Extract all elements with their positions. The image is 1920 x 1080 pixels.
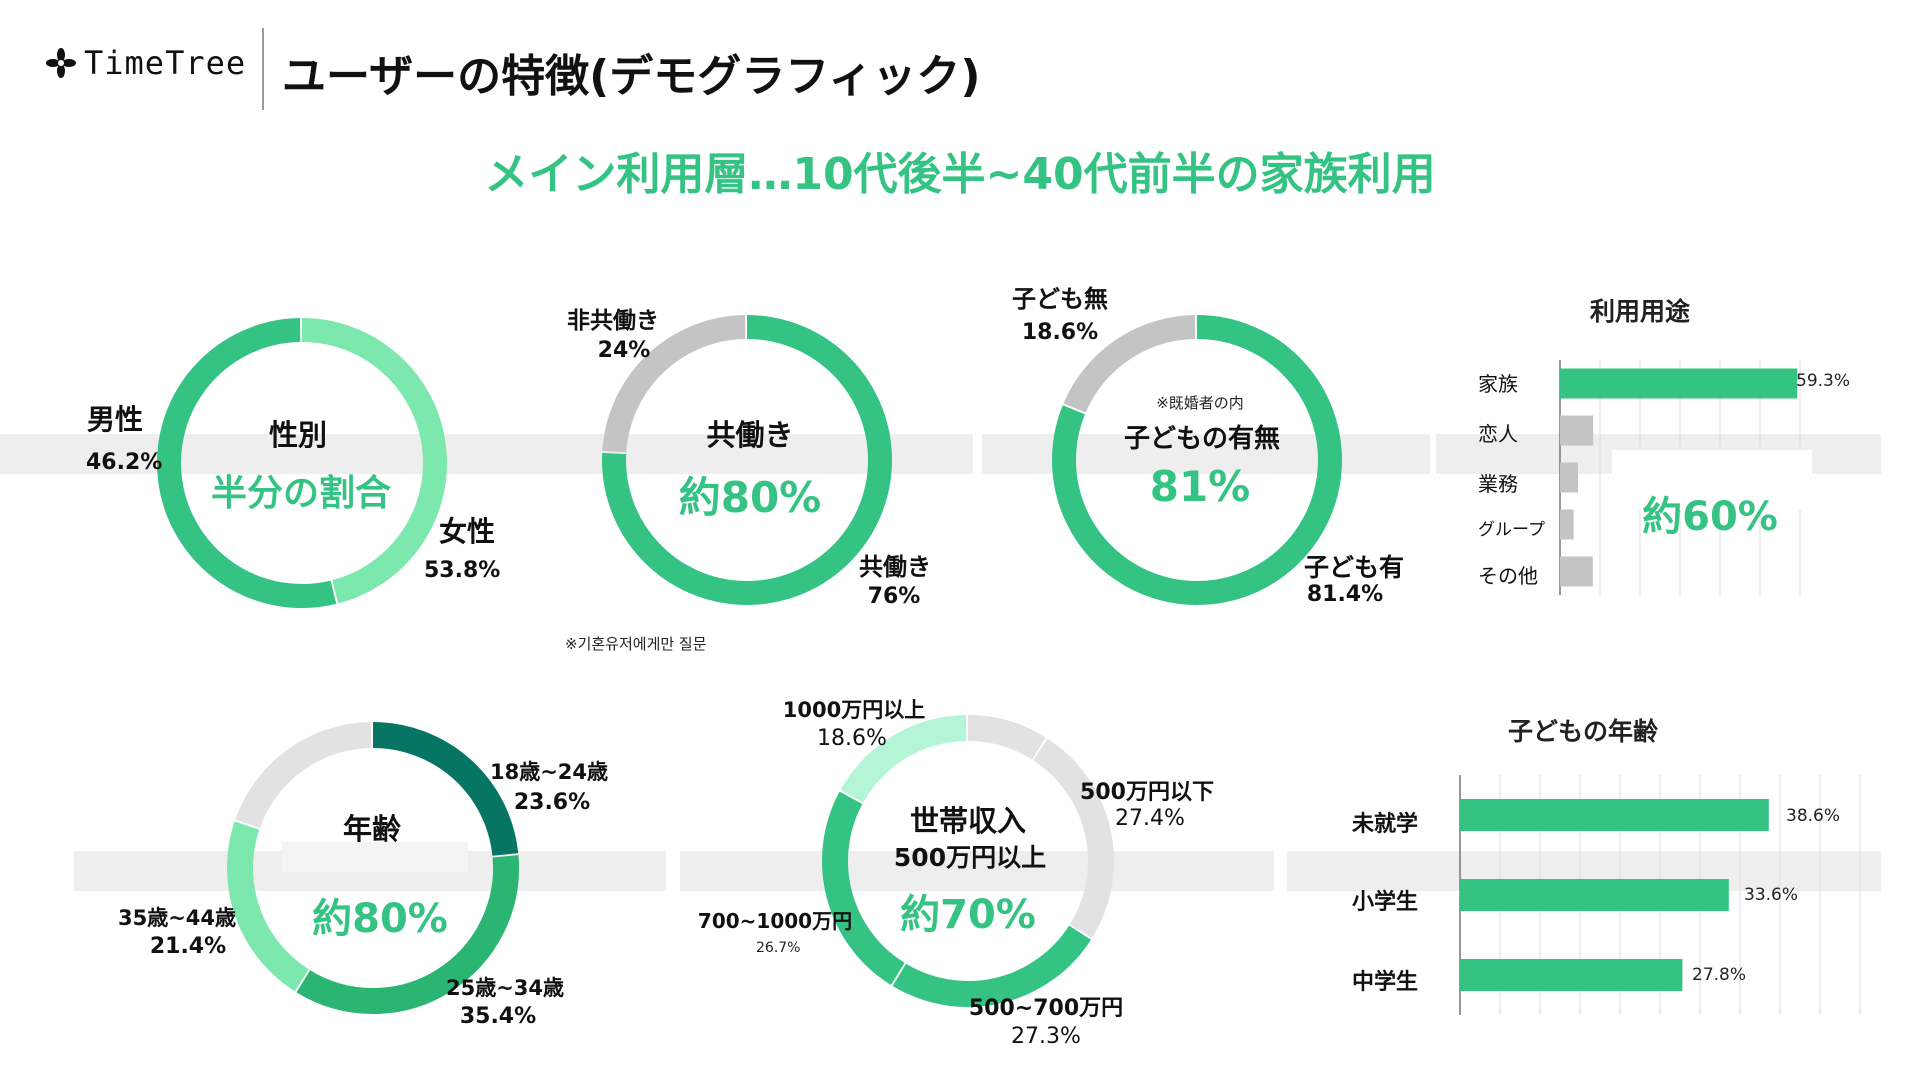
usage-cat-work: 業務 bbox=[1478, 472, 1518, 496]
age-25-34-value: 35.4% bbox=[459, 1004, 537, 1029]
income-700-1000-value: 26.7% bbox=[756, 940, 801, 956]
childage-title: 子どもの年齢 bbox=[1508, 717, 1659, 746]
age-title: 年齢 bbox=[342, 812, 401, 846]
donut-income-500-700 bbox=[892, 925, 1091, 1007]
donut-children-yes bbox=[1052, 315, 1342, 605]
band-row2-b bbox=[680, 851, 1274, 891]
donut-age-35-44 bbox=[227, 821, 309, 992]
donut-age-18-24 bbox=[372, 722, 519, 857]
age-35-44-label: 35歳~44歳 bbox=[117, 906, 237, 930]
age-center-text: 約80% bbox=[312, 896, 448, 942]
income-500-700-value: 27.3% bbox=[1011, 1024, 1081, 1049]
usage-bar-4 bbox=[1560, 556, 1593, 587]
donut-income-700-1000 bbox=[822, 791, 905, 985]
age-25-34-label: 25歳~34歳 bbox=[445, 976, 565, 1000]
childage-cat-elementary: 小学生 bbox=[1352, 890, 1419, 915]
childage-value-preschool: 38.6% bbox=[1786, 806, 1841, 826]
donut-income-other bbox=[967, 715, 1046, 760]
income-over1000-value: 18.6% bbox=[817, 726, 887, 751]
income-700-1000-label: 700~1000万円 bbox=[697, 909, 853, 933]
donut-income-over1000 bbox=[840, 715, 967, 803]
usage-bar-3 bbox=[1560, 509, 1574, 540]
income-under500-label: 500万円以下 bbox=[1080, 780, 1214, 805]
non-dualincome-value: 24% bbox=[597, 338, 651, 363]
childage-cat-junior-high: 中学生 bbox=[1352, 970, 1419, 995]
childage-value-elementary: 33.6% bbox=[1744, 885, 1799, 905]
children-subtitle: ※既婚者の内 bbox=[1156, 394, 1244, 412]
childage-bar-0 bbox=[1460, 799, 1769, 831]
childage-bar-1 bbox=[1460, 879, 1729, 911]
income-title: 世帯収入 bbox=[909, 804, 1026, 838]
childage-value-junior-high: 27.8% bbox=[1692, 965, 1747, 985]
donut-income-under500 bbox=[1033, 738, 1114, 938]
age-18-24-value: 23.6% bbox=[513, 790, 591, 815]
donut-age-25-34 bbox=[296, 855, 519, 1014]
childage-cat-preschool: 未就学 bbox=[1352, 812, 1419, 837]
no-children-value: 18.6% bbox=[1021, 320, 1099, 345]
dualincome-footnote: ※기혼유저에게만 질문 bbox=[565, 635, 707, 653]
dualincome-label: 共働き bbox=[859, 553, 931, 581]
usage-bar-0 bbox=[1560, 368, 1798, 399]
flower-icon bbox=[46, 48, 76, 78]
usage-cat-family: 家族 bbox=[1478, 372, 1518, 396]
logo-text: TimeTree bbox=[84, 44, 247, 82]
headline: メイン利用層…10代後半~40代前半の家族利用 bbox=[484, 149, 1436, 200]
female-label: 女性 bbox=[438, 515, 495, 548]
income-center-text: 約70% bbox=[900, 892, 1036, 938]
timetree-logo: TimeTree bbox=[46, 44, 246, 82]
gender-center-text: 半分の割合 bbox=[210, 473, 391, 514]
dualincome-value: 76% bbox=[867, 584, 921, 609]
male-value: 46.2% bbox=[86, 450, 163, 475]
usage-bar-2 bbox=[1560, 462, 1578, 493]
male-label: 男性 bbox=[86, 403, 143, 436]
dualincome-center-text: 約80% bbox=[678, 473, 822, 522]
page-title: ユーザーの特徴(デモグラフィック) bbox=[282, 51, 981, 102]
usage-overlay-bg bbox=[1612, 450, 1812, 510]
non-dualincome-label: 非共働き bbox=[567, 308, 659, 334]
age-title-band bbox=[282, 842, 468, 872]
usage-cat-group: グループ bbox=[1478, 520, 1545, 540]
age-35-44-value: 21.4% bbox=[149, 934, 227, 959]
children-center-text: 81% bbox=[1149, 462, 1251, 511]
childage-bar-2 bbox=[1460, 959, 1683, 991]
usage-overlay-text: 約60% bbox=[1642, 494, 1778, 540]
no-children-label: 子ども無 bbox=[1012, 285, 1108, 313]
dualincome-title: 共働き bbox=[706, 418, 794, 452]
female-value: 53.8% bbox=[424, 558, 501, 583]
donut-age-other bbox=[235, 722, 372, 829]
income-500-700-label: 500~700万円 bbox=[968, 996, 1124, 1021]
donut-gender-male bbox=[301, 318, 447, 604]
donut-dualincome-yes bbox=[602, 315, 892, 605]
usage-title: 利用用途 bbox=[1590, 297, 1691, 326]
donut-dualincome-no bbox=[602, 315, 746, 453]
gender-title: 性別 bbox=[268, 418, 327, 452]
children-title: 子どもの有無 bbox=[1123, 424, 1280, 454]
has-children-label: 子ども有 bbox=[1303, 553, 1404, 582]
donut-children-no bbox=[1063, 315, 1196, 413]
usage-cat-partner: 恋人 bbox=[1478, 422, 1518, 446]
usage-value-family: 59.3% bbox=[1796, 371, 1851, 391]
band-row1-a bbox=[0, 434, 552, 474]
header-divider bbox=[262, 28, 264, 110]
usage-cat-other: その他 bbox=[1478, 564, 1538, 588]
income-subtitle: 500万円以上 bbox=[893, 843, 1047, 872]
income-under500-value: 27.4% bbox=[1115, 806, 1185, 831]
age-18-24-label: 18歳~24歳 bbox=[489, 760, 609, 784]
usage-bar-1 bbox=[1560, 415, 1594, 446]
donut-gender-female bbox=[157, 318, 337, 608]
has-children-value: 81.4% bbox=[1306, 582, 1384, 607]
income-over1000-label: 1000万円以上 bbox=[782, 698, 926, 722]
